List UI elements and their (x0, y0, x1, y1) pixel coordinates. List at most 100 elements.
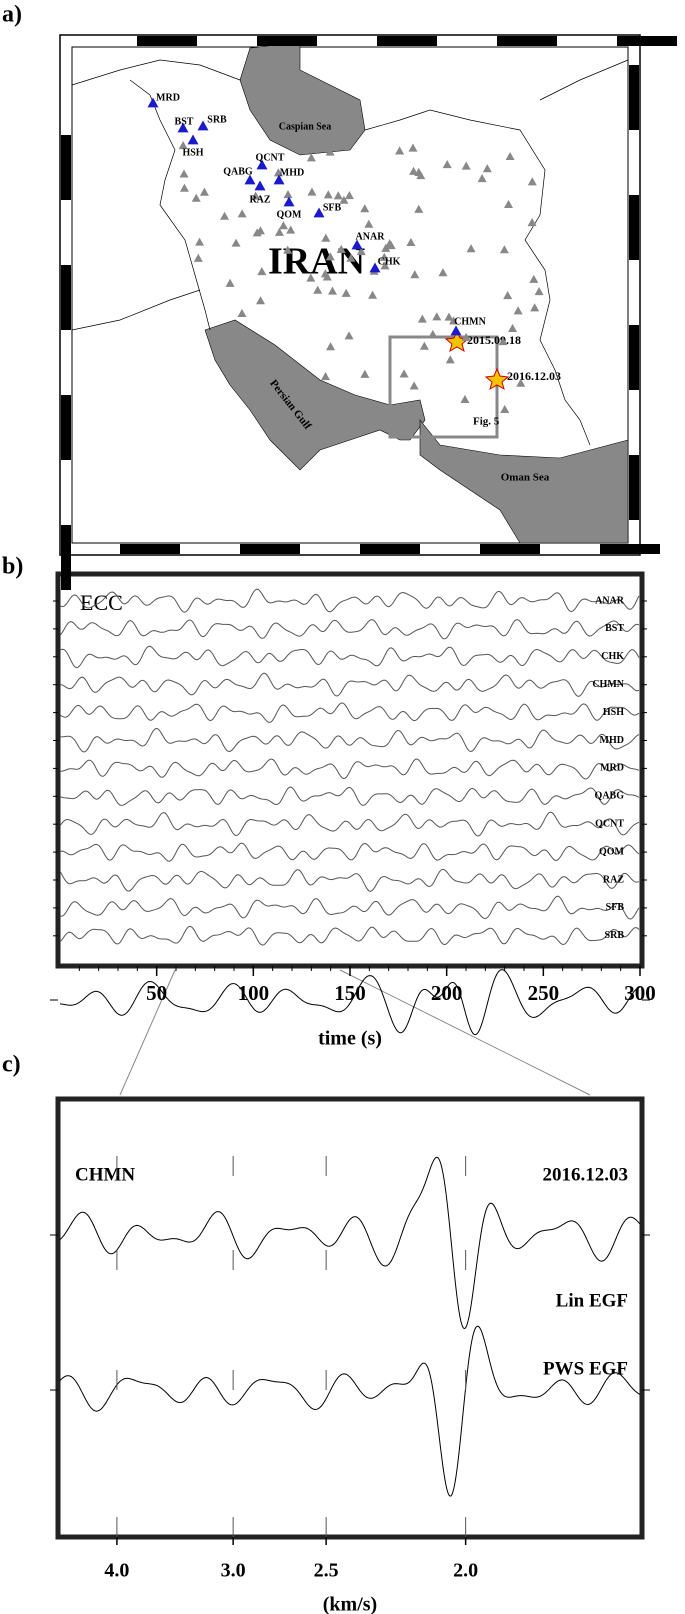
station (327, 286, 337, 295)
x-tick-label: 3.0 (221, 1560, 246, 1582)
waveform (59, 727, 640, 753)
station (254, 180, 266, 191)
waveform (59, 1156, 641, 1330)
waveform (59, 969, 641, 1036)
station (503, 291, 513, 300)
station-label: MHD (280, 167, 304, 178)
frame-seg (600, 544, 660, 554)
x-axis-label: time (s) (318, 1028, 382, 1050)
station (325, 252, 335, 261)
station (313, 207, 325, 218)
waveform (59, 702, 640, 723)
station (231, 238, 241, 247)
event-label: 2015.09.18 (467, 333, 521, 347)
station (346, 253, 356, 262)
station (410, 270, 420, 279)
waveform (59, 842, 640, 862)
station (351, 239, 363, 250)
trace-label: CHMN (592, 679, 624, 690)
station (498, 337, 508, 346)
waveform (59, 588, 640, 613)
station (187, 134, 199, 145)
station (251, 191, 261, 200)
station (500, 404, 510, 413)
x-tick-label: 4.0 (104, 1560, 129, 1582)
station-label: QCNT (256, 152, 285, 163)
station (220, 211, 230, 220)
station (147, 97, 159, 108)
station (466, 244, 476, 253)
station (283, 190, 293, 199)
station (414, 204, 424, 213)
waveform (59, 811, 640, 837)
oman-sea (419, 419, 629, 544)
station (325, 147, 335, 156)
station (477, 174, 487, 183)
station (505, 151, 515, 161)
station (419, 341, 429, 350)
station (306, 153, 316, 162)
panel-title: ECC (80, 590, 123, 615)
waveform (59, 1325, 641, 1497)
trace-label: SRB (605, 930, 625, 941)
station (321, 143, 331, 152)
station (237, 308, 247, 317)
frame-seg (257, 36, 317, 46)
station (444, 312, 454, 321)
frame-seg (497, 36, 557, 46)
trace-label: PWS EGF (543, 1358, 628, 1379)
trace-label: QOM (599, 846, 625, 857)
station (197, 120, 209, 131)
waveform (59, 925, 640, 946)
panel-label: b) (2, 554, 23, 580)
station (193, 253, 203, 262)
box-label: Fig. 5 (473, 416, 500, 428)
station (321, 233, 331, 242)
panel-label: a) (2, 2, 22, 28)
station (307, 187, 317, 196)
border (364, 109, 591, 446)
station (409, 166, 419, 175)
x-tick-label: 300 (624, 981, 656, 1005)
station (482, 164, 492, 173)
trace-label: MHD (600, 735, 624, 746)
station (442, 160, 452, 169)
trace-label: 2016.12.03 (543, 1164, 629, 1185)
station (179, 183, 189, 192)
station-label: QOM (277, 209, 303, 220)
station (360, 369, 370, 378)
station (460, 394, 470, 404)
station (380, 261, 390, 270)
station (286, 225, 296, 234)
station (527, 217, 537, 227)
frame-seg (137, 36, 197, 46)
station (191, 193, 201, 202)
frame-seg (629, 65, 639, 130)
station (408, 143, 418, 152)
station (195, 237, 205, 246)
station (333, 191, 343, 200)
caspian (239, 41, 366, 156)
frame-seg (480, 544, 540, 554)
waveform (59, 895, 640, 920)
station (320, 269, 330, 278)
station (256, 296, 266, 305)
station (199, 187, 209, 196)
station (530, 303, 540, 312)
waveform (60, 758, 640, 780)
station (461, 332, 471, 341)
station (326, 342, 336, 351)
station-label: CHMN (75, 1164, 135, 1185)
station (339, 195, 349, 204)
trace-label: HSH (603, 707, 624, 718)
station (323, 190, 333, 199)
station (356, 246, 366, 256)
station (504, 199, 514, 208)
station (516, 378, 526, 387)
x-tick-label: 2.0 (453, 1560, 478, 1582)
station (508, 323, 518, 332)
station (237, 209, 247, 218)
frame-seg (617, 36, 677, 46)
station (395, 146, 405, 155)
